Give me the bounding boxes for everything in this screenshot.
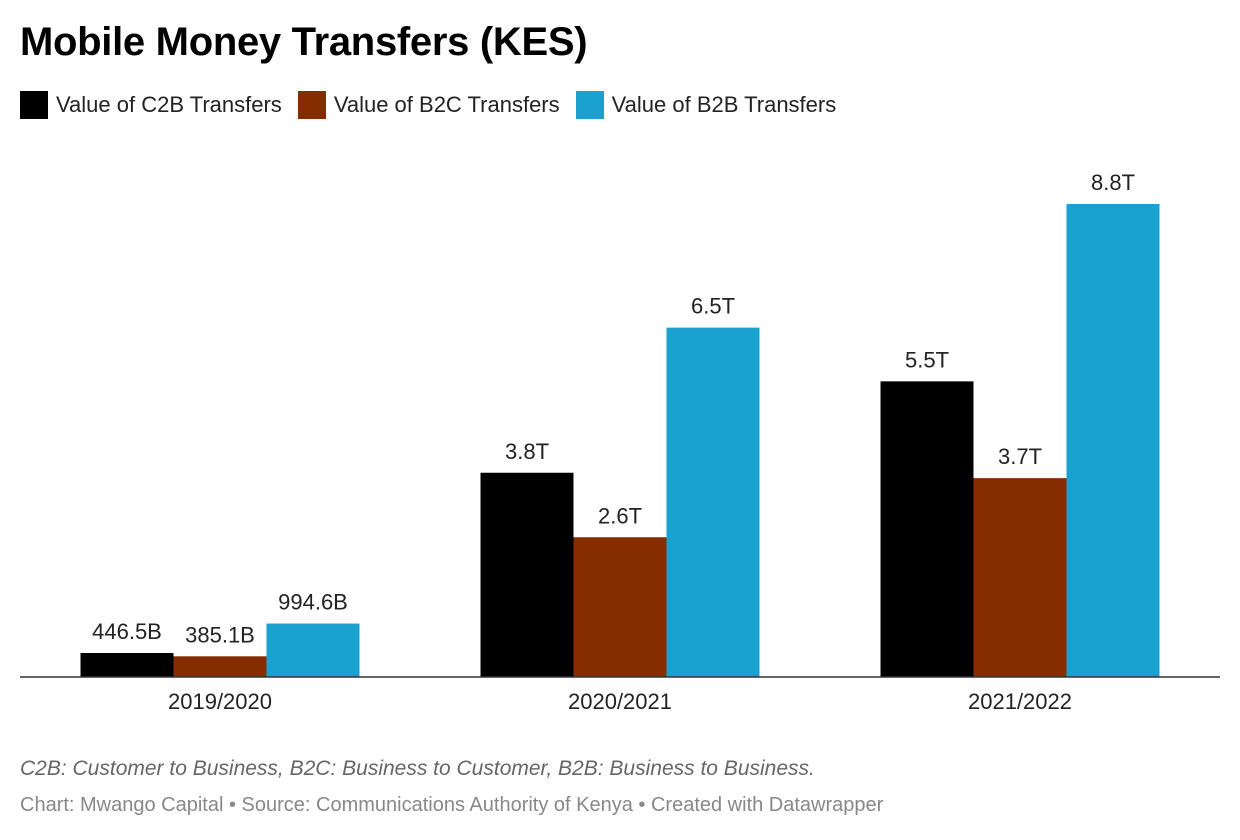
legend-item-c2b: Value of C2B Transfers bbox=[20, 91, 282, 119]
data-label-b2c-transfers-2019-2020: 385.1B bbox=[185, 622, 255, 647]
x-tick-label-2020-2021: 2020/2021 bbox=[568, 689, 672, 714]
legend-label-b2c: Value of B2C Transfers bbox=[333, 92, 560, 117]
chart-credit: Chart: Mwango Capital • Source: Communic… bbox=[20, 794, 884, 816]
legend-item-b2b: Value of B2B Transfers bbox=[575, 91, 837, 119]
bar-b2c-transfers-2020-2021 bbox=[573, 537, 667, 677]
legend-swatch-b2b bbox=[575, 91, 604, 119]
bar-chart: 446.5B 385.1B 994.6B 2019/2020 3.8T 2.6T 6.5T 2… bbox=[20, 170, 1220, 714]
data-label-b2c-transfers-2020-2021: 2.6T bbox=[598, 503, 642, 528]
legend-swatch-b2c bbox=[297, 91, 326, 119]
data-label-b2b-transfers-2020-2021: 6.5T bbox=[691, 294, 735, 319]
legend-label-b2b: Value of B2B Transfers bbox=[611, 92, 837, 117]
chart-note: C2B: Customer to Business, B2C: Business… bbox=[20, 757, 815, 780]
x-tick-label-2019-2020: 2019/2020 bbox=[168, 689, 272, 714]
data-label-b2c-transfers-2021-2022: 3.7T bbox=[998, 444, 1042, 469]
legend-swatch-c2b bbox=[20, 91, 48, 119]
data-label-b2b-transfers-2019-2020: 994.6B bbox=[278, 590, 348, 615]
data-label-c2b-transfers-2021-2022: 5.5T bbox=[905, 347, 949, 372]
bar-c2b-transfers-2019-2020 bbox=[80, 653, 174, 677]
bar-b2b-transfers-2019-2020 bbox=[266, 623, 360, 677]
bar-b2b-transfers-2020-2021 bbox=[666, 327, 760, 677]
legend-label-c2b: Value of C2B Transfers bbox=[56, 92, 282, 117]
bar-b2c-transfers-2019-2020 bbox=[173, 656, 267, 677]
data-label-b2b-transfers-2021-2022: 8.8T bbox=[1091, 170, 1135, 195]
bar-c2b-transfers-2020-2021 bbox=[480, 472, 574, 677]
data-label-c2b-transfers-2019-2020: 446.5B bbox=[92, 619, 162, 644]
bar-b2c-transfers-2021-2022 bbox=[973, 478, 1067, 677]
chart-title: Mobile Money Transfers (KES) bbox=[20, 20, 588, 64]
legend: Value of C2B Transfers Value of B2C Tran… bbox=[20, 91, 852, 119]
legend-item-b2c: Value of B2C Transfers bbox=[297, 91, 560, 119]
bar-b2b-transfers-2021-2022 bbox=[1066, 204, 1160, 677]
data-label-c2b-transfers-2020-2021: 3.8T bbox=[505, 439, 549, 464]
x-tick-label-2021-2022: 2021/2022 bbox=[968, 689, 1072, 714]
bar-c2b-transfers-2021-2022 bbox=[880, 381, 974, 677]
